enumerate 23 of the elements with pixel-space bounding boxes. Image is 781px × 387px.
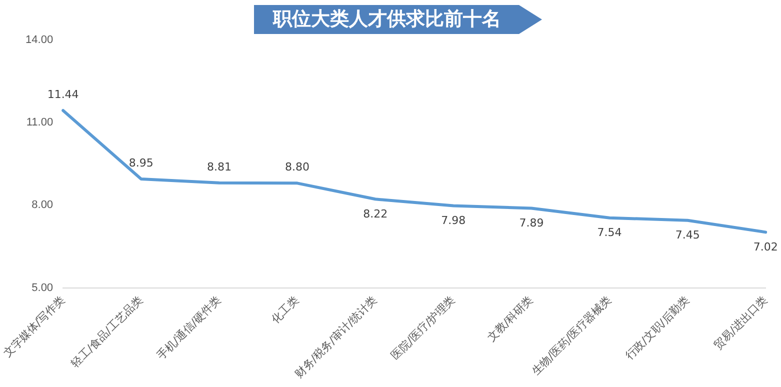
data-label: 7.54 <box>597 226 622 240</box>
x-tick-label: 化工类 <box>268 293 302 326</box>
x-tick-label: 轻工/食品/工艺品类 <box>68 293 146 370</box>
y-tick-label: 8.00 <box>32 199 54 212</box>
x-tick-label: 行政/文职/后勤类 <box>622 293 692 362</box>
data-label: 8.80 <box>285 160 310 174</box>
y-tick-label: 14.00 <box>26 34 54 46</box>
data-label: 8.22 <box>363 208 388 221</box>
x-tick-label: 手机/通信/硬件类 <box>154 293 224 362</box>
data-label: 7.45 <box>675 228 700 242</box>
data-label: 7.98 <box>441 214 466 228</box>
y-tick-label: 5.00 <box>32 282 54 294</box>
data-label: 8.95 <box>128 156 154 170</box>
x-tick-label: 文字媒体/写作类 <box>0 293 68 360</box>
x-tick-label: 文教/科研类 <box>484 293 536 344</box>
data-label: 7.89 <box>519 216 544 230</box>
x-tick-label: 医院/医疗/护理类 <box>388 293 458 362</box>
data-label: 7.02 <box>753 240 778 254</box>
x-tick-label: 贸易/进出口类 <box>711 293 770 352</box>
data-label: 11.44 <box>47 88 79 101</box>
y-tick-label: 11.00 <box>26 116 54 129</box>
data-label: 8.81 <box>206 160 232 174</box>
chart-title: 职位大类人才供求比前十名 <box>272 7 502 32</box>
